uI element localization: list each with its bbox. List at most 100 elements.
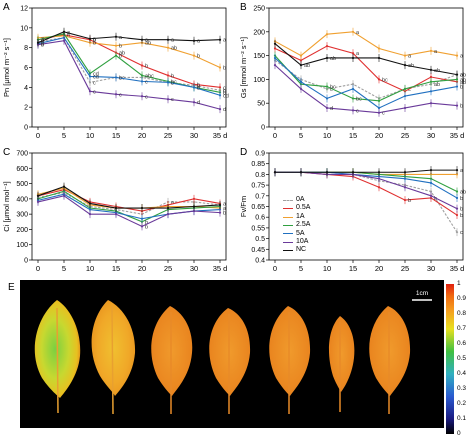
- data-point: [114, 93, 118, 96]
- x-tick-label: 15: [349, 131, 357, 140]
- significance-label: ab: [171, 46, 177, 52]
- series-line: [37, 31, 221, 44]
- data-point: [455, 73, 459, 76]
- significance-label: a: [145, 38, 149, 44]
- significance-label: a: [67, 30, 71, 36]
- significance-label: b: [145, 224, 148, 230]
- x-tick-label: 20: [375, 264, 383, 273]
- data-point: [192, 101, 196, 104]
- data-point: [403, 106, 407, 110]
- significance-label: b: [145, 64, 148, 70]
- data-point: [325, 56, 329, 60]
- data-point: [429, 68, 433, 71]
- data-point: [273, 47, 277, 50]
- series-line: [37, 195, 221, 227]
- data-point: [166, 38, 170, 41]
- data-point: [114, 54, 118, 57]
- significance-label: a: [356, 51, 360, 57]
- data-point: [88, 75, 92, 78]
- data-point: [88, 37, 92, 40]
- x-tick-label: 15: [112, 131, 120, 140]
- x-tick-label: 30: [427, 131, 435, 140]
- significance-label: b: [119, 54, 122, 60]
- significance-label: ab: [408, 63, 414, 69]
- significance-label: ab: [119, 51, 125, 57]
- significance-label: ab: [460, 73, 466, 79]
- significance-label: bc: [171, 79, 177, 85]
- data-point: [403, 64, 407, 67]
- x-tick-label: 0: [36, 131, 40, 140]
- data-point: [299, 80, 303, 83]
- legend-label: 5A: [296, 229, 305, 237]
- panel-e-fluorescence-images: E: [0, 278, 474, 447]
- data-point: [429, 181, 433, 185]
- data-point: [36, 200, 40, 204]
- data-point: [218, 86, 222, 89]
- data-point: [62, 194, 66, 197]
- data-point: [299, 87, 303, 91]
- significance-label: a: [119, 35, 123, 41]
- significance-label: a: [223, 38, 227, 44]
- data-point: [88, 213, 92, 216]
- data-point: [192, 54, 196, 57]
- data-point: [403, 54, 407, 57]
- colorbar-tick-label: 0.9: [457, 295, 467, 302]
- data-point: [403, 87, 407, 91]
- legend-swatch: [283, 199, 293, 201]
- data-point: [351, 30, 355, 33]
- data-point: [429, 102, 433, 105]
- significance-label: b: [197, 82, 200, 88]
- data-point: [429, 169, 433, 172]
- data-point: [218, 94, 222, 97]
- significance-label: a: [223, 201, 227, 207]
- legend: 0A 0.5A 1A 2.5A 5A 10A NC: [283, 196, 310, 255]
- significance-label: c: [145, 79, 148, 85]
- data-point: [62, 185, 66, 188]
- colorbar-tick-label: 0.3: [457, 385, 467, 392]
- y-tick-label: 250: [253, 6, 265, 13]
- data-point: [192, 39, 196, 42]
- y-tick-label: 0.8: [255, 172, 265, 179]
- significance-label: ab: [434, 68, 440, 74]
- legend-item: 10A: [283, 238, 310, 246]
- plot-frame: [31, 7, 227, 128]
- data-point: [455, 78, 459, 81]
- data-point: [273, 56, 277, 60]
- data-point: [88, 202, 92, 205]
- series-line: [37, 189, 221, 212]
- data-point: [455, 213, 459, 217]
- y-tick-label: 2: [24, 105, 28, 112]
- data-point: [377, 177, 381, 180]
- colorbar-tick-label: 0.5: [457, 355, 467, 362]
- x-tick-label: 25: [164, 264, 172, 273]
- significance-label: c: [460, 230, 463, 236]
- series-line: [37, 187, 221, 209]
- data-point: [377, 111, 381, 114]
- data-point: [273, 42, 277, 45]
- x-tick-label: 35 d: [213, 131, 228, 140]
- legend-item: 2.5A: [283, 221, 310, 229]
- significance-label: a: [356, 30, 360, 36]
- significance-label: b: [460, 85, 463, 91]
- significance-label: b: [197, 83, 200, 89]
- y-tick-label: 500: [16, 181, 28, 188]
- significance-label: cd: [223, 93, 229, 99]
- significance-label: a: [171, 200, 175, 206]
- leaf-label: 0.5A: [102, 430, 124, 441]
- colorbar-tick-label: 0.7: [457, 325, 467, 332]
- data-point: [218, 108, 222, 111]
- data-point: [455, 207, 459, 210]
- legend-item: NC: [283, 246, 310, 254]
- significance-label: b: [460, 213, 463, 219]
- data-point: [429, 75, 433, 79]
- data-point: [351, 97, 355, 100]
- colorbar-tick-label: 0.4: [457, 370, 467, 377]
- legend-item: 0A: [283, 196, 310, 204]
- significance-label: b: [223, 66, 226, 72]
- significance-label: a: [171, 38, 175, 44]
- data-point: [166, 74, 170, 77]
- y-tick-label: 0.6: [255, 215, 265, 222]
- y-tick-label: 0.4: [255, 258, 265, 265]
- data-point: [114, 35, 118, 38]
